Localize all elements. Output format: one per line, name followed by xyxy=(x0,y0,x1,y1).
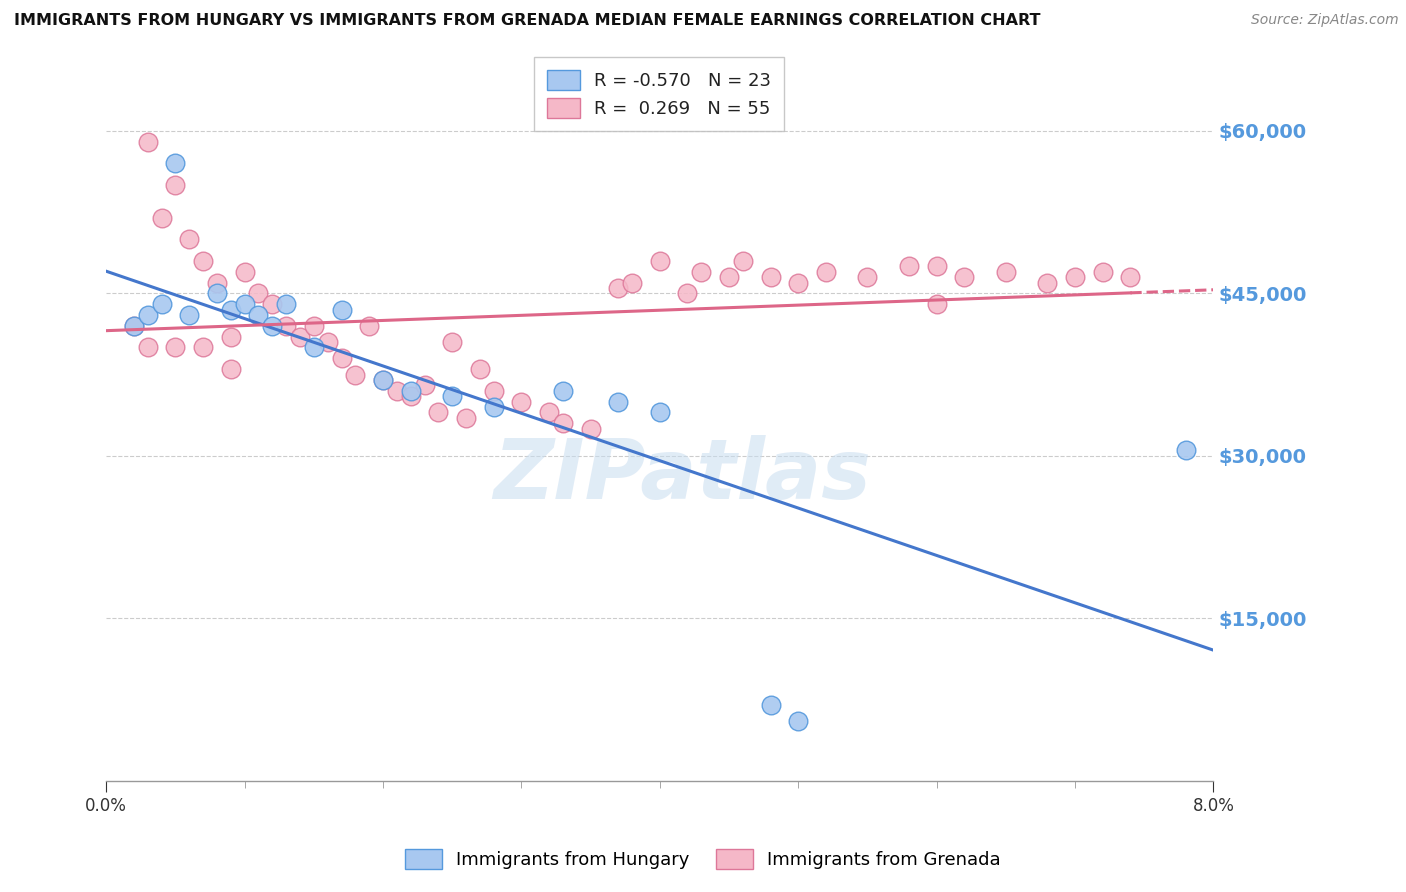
Point xyxy=(718,270,741,285)
Point xyxy=(136,341,159,355)
Point xyxy=(1064,270,1087,285)
Point xyxy=(1036,276,1059,290)
Point xyxy=(1174,443,1197,458)
Point xyxy=(233,297,256,311)
Point xyxy=(399,384,422,398)
Point xyxy=(621,276,644,290)
Point xyxy=(690,265,713,279)
Point xyxy=(191,341,214,355)
Text: Source: ZipAtlas.com: Source: ZipAtlas.com xyxy=(1251,13,1399,28)
Point xyxy=(233,265,256,279)
Point xyxy=(787,276,810,290)
Point xyxy=(165,156,187,170)
Point xyxy=(1119,270,1142,285)
Point xyxy=(262,318,284,333)
Point xyxy=(454,410,477,425)
Point xyxy=(247,286,270,301)
Point xyxy=(648,253,671,268)
Legend: R = -0.570   N = 23, R =  0.269   N = 55: R = -0.570 N = 23, R = 0.269 N = 55 xyxy=(534,57,783,131)
Point xyxy=(276,318,298,333)
Point xyxy=(276,297,298,311)
Point xyxy=(441,334,464,349)
Point xyxy=(925,260,948,274)
Point xyxy=(427,405,450,419)
Point xyxy=(551,384,574,398)
Point xyxy=(371,373,394,387)
Point xyxy=(205,286,228,301)
Point xyxy=(579,422,602,436)
Text: IMMIGRANTS FROM HUNGARY VS IMMIGRANTS FROM GRENADA MEDIAN FEMALE EARNINGS CORREL: IMMIGRANTS FROM HUNGARY VS IMMIGRANTS FR… xyxy=(14,13,1040,29)
Point xyxy=(122,318,145,333)
Point xyxy=(759,270,782,285)
Point xyxy=(925,297,948,311)
Point xyxy=(150,297,173,311)
Point xyxy=(371,373,394,387)
Point xyxy=(262,297,284,311)
Point xyxy=(551,417,574,431)
Point xyxy=(150,211,173,225)
Point xyxy=(219,302,242,317)
Point xyxy=(359,318,381,333)
Point xyxy=(179,232,201,246)
Point xyxy=(759,698,782,712)
Point xyxy=(165,341,187,355)
Point xyxy=(787,714,810,728)
Point xyxy=(136,308,159,322)
Point xyxy=(1091,265,1114,279)
Point xyxy=(814,265,837,279)
Point xyxy=(122,318,145,333)
Legend: Immigrants from Hungary, Immigrants from Grenada: Immigrants from Hungary, Immigrants from… xyxy=(396,839,1010,879)
Text: ZIPatlas: ZIPatlas xyxy=(494,435,870,516)
Point xyxy=(385,384,408,398)
Point xyxy=(413,378,436,392)
Point xyxy=(482,400,505,414)
Point xyxy=(648,405,671,419)
Point xyxy=(219,362,242,376)
Point xyxy=(731,253,754,268)
Point xyxy=(468,362,491,376)
Point xyxy=(994,265,1017,279)
Point xyxy=(344,368,367,382)
Point xyxy=(607,281,630,295)
Point xyxy=(482,384,505,398)
Point xyxy=(441,389,464,403)
Point xyxy=(856,270,879,285)
Point xyxy=(205,276,228,290)
Point xyxy=(302,341,325,355)
Point xyxy=(288,329,311,343)
Point xyxy=(302,318,325,333)
Point xyxy=(510,394,533,409)
Point xyxy=(136,135,159,149)
Point xyxy=(219,329,242,343)
Point xyxy=(247,308,270,322)
Point xyxy=(165,178,187,192)
Point xyxy=(191,253,214,268)
Point xyxy=(179,308,201,322)
Point xyxy=(676,286,699,301)
Point xyxy=(953,270,976,285)
Point xyxy=(897,260,920,274)
Point xyxy=(330,302,353,317)
Point xyxy=(538,405,561,419)
Point xyxy=(607,394,630,409)
Point xyxy=(330,351,353,366)
Point xyxy=(316,334,339,349)
Point xyxy=(399,389,422,403)
